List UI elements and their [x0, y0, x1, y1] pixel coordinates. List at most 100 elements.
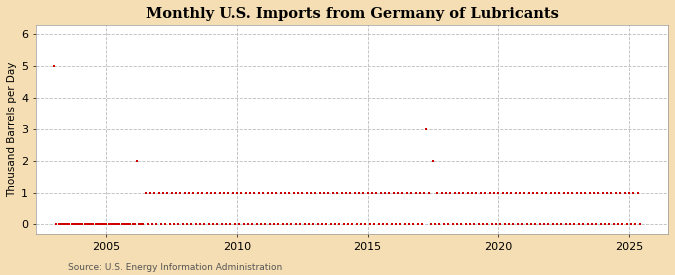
Point — [578, 222, 589, 227]
Point — [57, 222, 68, 227]
Point — [356, 222, 367, 227]
Point — [336, 191, 347, 195]
Point — [121, 222, 132, 227]
Point — [334, 222, 345, 227]
Point — [471, 191, 482, 195]
Point — [489, 191, 500, 195]
Point — [273, 222, 284, 227]
Point — [447, 222, 458, 227]
Point — [412, 222, 423, 227]
Point — [402, 191, 412, 195]
Point — [587, 222, 597, 227]
Point — [219, 191, 230, 195]
Point — [262, 191, 273, 195]
Point — [358, 191, 369, 195]
Point — [532, 191, 543, 195]
Point — [162, 191, 173, 195]
Point — [519, 191, 530, 195]
Point — [251, 222, 262, 227]
Point — [434, 222, 445, 227]
Point — [140, 191, 151, 195]
Point — [199, 222, 210, 227]
Point — [112, 222, 123, 227]
Point — [340, 191, 351, 195]
Point — [562, 191, 573, 195]
Point — [325, 222, 336, 227]
Point — [130, 222, 140, 227]
Point — [171, 191, 182, 195]
Point — [354, 191, 364, 195]
Point — [279, 191, 290, 195]
Point — [249, 191, 260, 195]
Point — [73, 222, 84, 227]
Point — [212, 222, 223, 227]
Point — [626, 222, 637, 227]
Point — [97, 222, 107, 227]
Point — [227, 191, 238, 195]
Point — [582, 222, 593, 227]
Point — [504, 222, 514, 227]
Point — [123, 222, 134, 227]
Point — [149, 191, 160, 195]
Point — [308, 222, 319, 227]
Point — [523, 191, 534, 195]
Point — [375, 191, 386, 195]
Point — [118, 222, 129, 227]
Point — [321, 222, 331, 227]
Point — [247, 222, 258, 227]
Point — [297, 191, 308, 195]
Point — [240, 191, 251, 195]
Point — [379, 191, 390, 195]
Point — [210, 191, 221, 195]
Point — [190, 222, 201, 227]
Point — [281, 222, 292, 227]
Point — [132, 159, 142, 163]
Point — [134, 222, 144, 227]
Point — [169, 222, 180, 227]
Point — [430, 222, 441, 227]
Point — [462, 191, 473, 195]
Point — [445, 191, 456, 195]
Point — [327, 191, 338, 195]
Point — [500, 222, 510, 227]
Point — [419, 191, 430, 195]
Point — [556, 222, 567, 227]
Point — [478, 222, 489, 227]
Y-axis label: Thousand Barrels per Day: Thousand Barrels per Day — [7, 62, 17, 197]
Point — [68, 222, 79, 227]
Point — [497, 191, 508, 195]
Point — [64, 222, 75, 227]
Point — [585, 191, 595, 195]
Point — [194, 222, 205, 227]
Point — [95, 222, 105, 227]
Point — [377, 222, 388, 227]
Point — [164, 222, 175, 227]
Point — [601, 191, 612, 195]
Point — [608, 222, 619, 227]
Point — [146, 222, 157, 227]
Point — [180, 191, 190, 195]
Point — [315, 191, 325, 195]
Point — [606, 191, 617, 195]
Point — [537, 191, 547, 195]
Point — [188, 191, 199, 195]
Point — [59, 222, 70, 227]
Point — [517, 222, 528, 227]
Point — [599, 222, 610, 227]
Point — [591, 222, 601, 227]
Point — [554, 191, 564, 195]
Point — [105, 222, 116, 227]
Point — [617, 222, 628, 227]
Point — [173, 222, 184, 227]
Point — [597, 191, 608, 195]
Point — [615, 191, 626, 195]
Point — [425, 222, 436, 227]
Point — [166, 191, 177, 195]
Point — [421, 127, 432, 132]
Point — [560, 222, 571, 227]
Point — [238, 222, 249, 227]
Point — [182, 222, 192, 227]
Point — [110, 222, 121, 227]
Point — [49, 64, 59, 68]
Point — [482, 222, 493, 227]
